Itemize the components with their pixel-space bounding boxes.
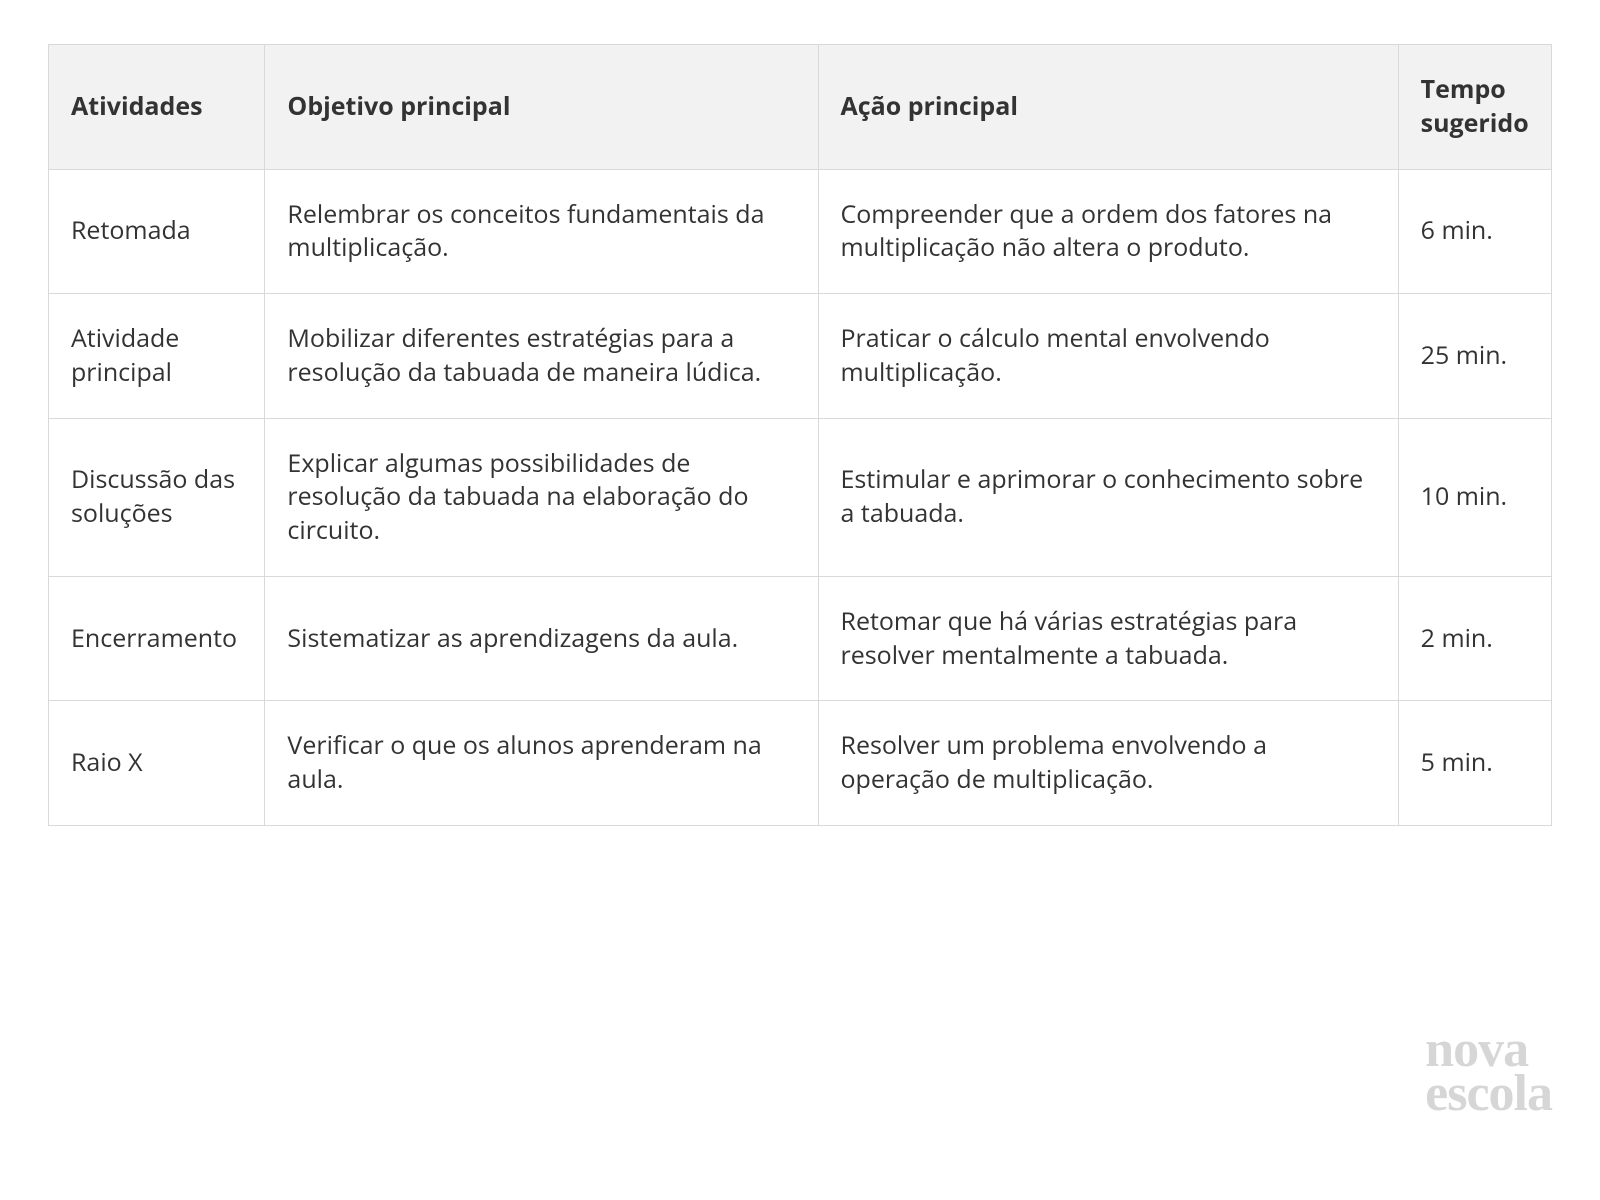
cell-objetivo: Sistematizar as aprendizagens da aula. <box>265 576 818 701</box>
cell-acao: Praticar o cálculo mental envolvendo mul… <box>818 294 1398 419</box>
nova-escola-logo: nova escola <box>1425 1028 1552 1116</box>
cell-tempo: 2 min. <box>1398 576 1551 701</box>
table-row: Raio X Verificar o que os alunos aprende… <box>49 701 1552 826</box>
col-header-objetivo: Objetivo principal <box>265 45 818 170</box>
col-header-acao: Ação principal <box>818 45 1398 170</box>
col-header-tempo: Tempo sugerido <box>1398 45 1551 170</box>
cell-objetivo: Verificar o que os alunos aprenderam na … <box>265 701 818 826</box>
table-row: Atividade principal Mobilizar diferentes… <box>49 294 1552 419</box>
cell-acao: Resolver um problema envolvendo a operaç… <box>818 701 1398 826</box>
cell-tempo: 5 min. <box>1398 701 1551 826</box>
cell-acao: Compreender que a ordem dos fatores na m… <box>818 169 1398 294</box>
cell-acao: Estimular e aprimorar o conhecimento sob… <box>818 418 1398 576</box>
logo-line2: escola <box>1425 1072 1552 1116</box>
cell-acao: Retomar que há várias estratégias para r… <box>818 576 1398 701</box>
table-header-row: Atividades Objetivo principal Ação princ… <box>49 45 1552 170</box>
cell-atividade: Discussão das soluções <box>49 418 265 576</box>
cell-tempo: 10 min. <box>1398 418 1551 576</box>
activities-table: Atividades Objetivo principal Ação princ… <box>48 44 1552 826</box>
table-row: Retomada Relembrar os conceitos fundamen… <box>49 169 1552 294</box>
cell-objetivo: Relembrar os conceitos fundamentais da m… <box>265 169 818 294</box>
cell-tempo: 25 min. <box>1398 294 1551 419</box>
cell-tempo: 6 min. <box>1398 169 1551 294</box>
cell-objetivo: Mobilizar diferentes estratégias para a … <box>265 294 818 419</box>
table-row: Encerramento Sistematizar as aprendizage… <box>49 576 1552 701</box>
cell-atividade: Raio X <box>49 701 265 826</box>
table-row: Discussão das soluções Explicar algumas … <box>49 418 1552 576</box>
cell-objetivo: Explicar algumas possibilidades de resol… <box>265 418 818 576</box>
page: Atividades Objetivo principal Ação princ… <box>0 0 1600 826</box>
col-header-atividades: Atividades <box>49 45 265 170</box>
cell-atividade: Atividade principal <box>49 294 265 419</box>
cell-atividade: Encerramento <box>49 576 265 701</box>
cell-atividade: Retomada <box>49 169 265 294</box>
